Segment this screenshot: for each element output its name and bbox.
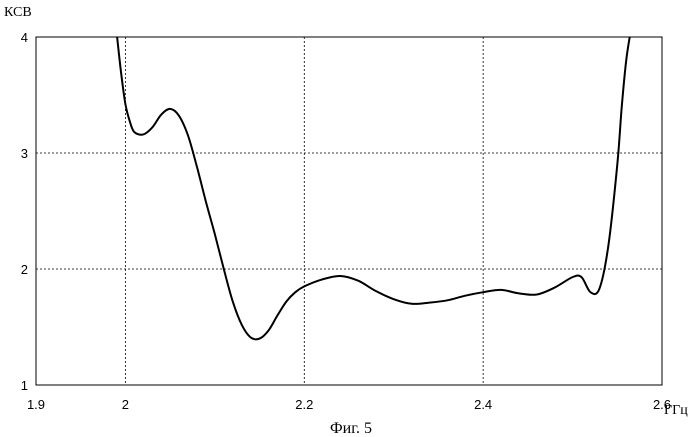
x-tick-label: 2.4: [474, 397, 492, 412]
grid-lines: [36, 37, 662, 385]
series-layer: [116, 31, 630, 339]
x-tick-label: 2.2: [295, 397, 313, 412]
x-tick-label: 2: [122, 397, 129, 412]
plot-frame: [36, 37, 662, 385]
y-tick-label: 2: [21, 262, 28, 277]
y-tick-label: 3: [21, 146, 28, 161]
figure-caption: Фиг. 5: [330, 420, 372, 437]
tick-labels: 1.922.22.42.64321: [21, 30, 671, 412]
axes: [36, 37, 662, 385]
x-tick-label: 1.9: [27, 397, 45, 412]
y-axis-label: КСВ: [4, 5, 32, 20]
y-tick-label: 4: [21, 30, 28, 45]
vswr-curve: [116, 31, 630, 339]
x-axis-label: ГГц: [664, 403, 688, 418]
y-tick-label: 1: [21, 378, 28, 393]
